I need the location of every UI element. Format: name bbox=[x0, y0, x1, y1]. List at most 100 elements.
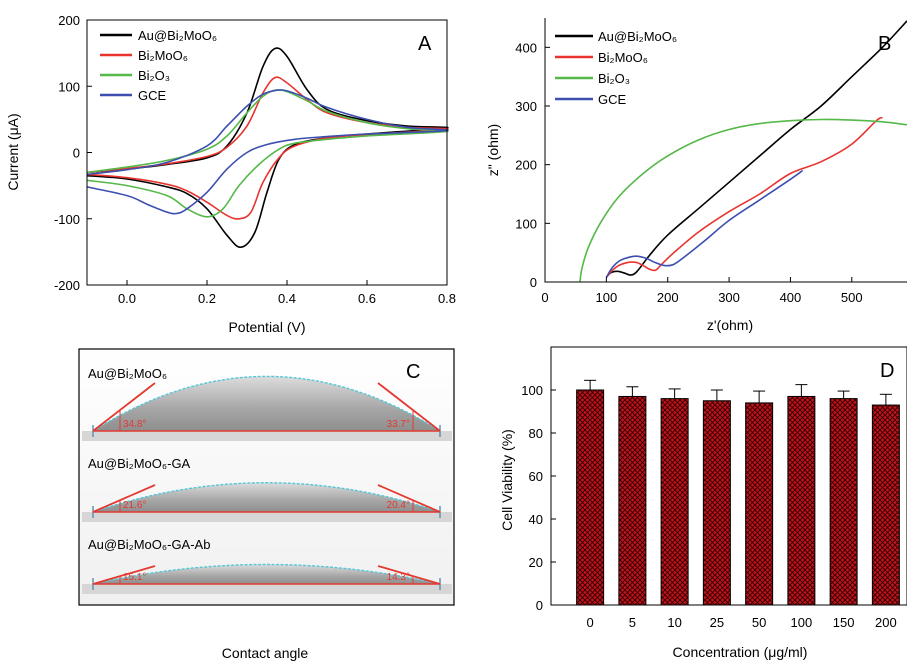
panel-d-y-tick-label: 60 bbox=[529, 469, 543, 484]
panel-a-y-label: Current (μA) bbox=[5, 113, 21, 190]
panel-b-series-gce bbox=[605, 169, 804, 278]
contact-angle-sample: Au@Bi₂MoO₆ 34.8° 33.7° bbox=[82, 366, 452, 441]
sample-label: Au@Bi₂MoO₆-GA bbox=[88, 456, 191, 471]
panel-a-cv-chart: 0.0 0.2 0.4 0.6 0.8 -200 -100 0 100 200 Au@Bi₂MoO… bbox=[5, 13, 456, 335]
bar-200 bbox=[871, 404, 900, 606]
right-angle-value: 14.3° bbox=[387, 572, 410, 583]
panel-b-y-tick-label: 300 bbox=[515, 99, 537, 114]
panel-a-letter: A bbox=[418, 33, 432, 55]
panel-b-letter: B bbox=[878, 33, 891, 55]
panel-b-ticks: 0 100 200 300 400 500 0 100 200 300 400 bbox=[515, 40, 862, 305]
panel-a-x-tick-label: 0.0 bbox=[118, 291, 136, 306]
panel-b-legend-label-bi-o: Bi₂O₃ bbox=[598, 71, 630, 86]
panel-b-y-tick-label: 200 bbox=[515, 158, 537, 173]
panel-d-letter: D bbox=[880, 360, 894, 382]
contact-angle-sample: Au@Bi₂MoO₆-GA 21.6° 20.4° bbox=[82, 456, 452, 522]
bar-50 bbox=[745, 402, 774, 606]
panel-a-y-tick-label: 0 bbox=[73, 146, 80, 161]
panel-b-eis-chart: 0 100 200 300 400 500 0 100 200 300 400 Au@Bi₂MoO₆… bbox=[485, 18, 907, 333]
panel-a-y-tick-label: -100 bbox=[54, 212, 80, 227]
panel-b-x-tick-label: 0 bbox=[541, 290, 548, 305]
droplet-contour bbox=[92, 375, 441, 432]
contact-angle-sample: Au@Bi₂MoO₆-GA-Ab 15.1° 14.3° bbox=[82, 537, 452, 594]
panel-b-y-tick-label: 100 bbox=[515, 216, 537, 231]
panel-d-y-label: Cell Viability (%) bbox=[499, 429, 515, 531]
bar-25 bbox=[702, 400, 731, 606]
panel-c-samples: Au@Bi₂MoO₆ 34.8° 33.7° Au@Bi₂MoO₆-GA 21.6° 20… bbox=[82, 366, 452, 594]
panel-b-series-bi-moo bbox=[605, 116, 883, 278]
sample-label: Au@Bi₂MoO₆ bbox=[88, 366, 167, 381]
left-angle-value: 15.1° bbox=[123, 572, 146, 583]
panel-a-x-tick-label: 0.6 bbox=[358, 291, 376, 306]
left-angle-value: 21.6° bbox=[123, 500, 146, 511]
panel-b-legend-label-bi-moo: Bi₂MoO₆ bbox=[598, 50, 648, 65]
panel-d-x-tick-label: 0 bbox=[587, 615, 594, 630]
panel-b-y-tick-label: 400 bbox=[515, 40, 537, 55]
panel-d-x-tick-label: 150 bbox=[833, 615, 855, 630]
panel-b-x-tick-label: 100 bbox=[596, 290, 618, 305]
panel-b-y-tick-label: 0 bbox=[530, 275, 537, 290]
panel-b-series-lines bbox=[579, 20, 907, 283]
panel-b-series-au-bi-moo bbox=[605, 20, 907, 278]
panel-b-y-label: z" (ohm) bbox=[485, 124, 501, 176]
panel-a-y-tick-label: 100 bbox=[58, 79, 80, 94]
panel-c-contact-angle: C Au@Bi₂MoO₆ 34.8° 33.7° Au@Bi₂MoO₆-GA 21.6°… bbox=[78, 348, 455, 661]
left-tangent bbox=[92, 484, 156, 513]
right-tangent bbox=[377, 484, 441, 513]
panel-d-x-tick-label: 10 bbox=[667, 615, 681, 630]
panel-b-x-tick-label: 400 bbox=[780, 290, 802, 305]
panel-b-legend-label-gce: GCE bbox=[598, 92, 627, 107]
right-tangent bbox=[377, 565, 441, 585]
panel-a-frame bbox=[86, 19, 448, 286]
panel-d-y-tick-label: 20 bbox=[529, 555, 543, 570]
panel-a-x-tick-label: 0.4 bbox=[278, 291, 296, 306]
panel-a-legend-label-bi-o: Bi₂O₃ bbox=[138, 68, 170, 83]
panel-a-y-tick-label: 200 bbox=[58, 13, 80, 28]
bar-100 bbox=[787, 395, 816, 606]
droplet-contour bbox=[92, 563, 441, 585]
bar-0 bbox=[576, 389, 605, 606]
panel-d-x-tick-label: 200 bbox=[875, 615, 897, 630]
sample-label: Au@Bi₂MoO₆-GA-Ab bbox=[88, 537, 210, 552]
panel-b-axes bbox=[544, 18, 907, 283]
substrate-band bbox=[82, 584, 452, 594]
left-tangent bbox=[92, 565, 156, 585]
panel-c-caption: Contact angle bbox=[222, 645, 309, 661]
panel-d-frame bbox=[550, 346, 907, 606]
panel-a-x-label: Potential (V) bbox=[228, 319, 305, 335]
droplet-contour bbox=[92, 482, 441, 513]
panel-a-legend-label-bi-moo: Bi₂MoO₆ bbox=[138, 48, 188, 63]
panel-b-x-label: z'(ohm) bbox=[707, 317, 753, 333]
panel-c-letter: C bbox=[406, 361, 420, 383]
panel-d-y-tick-label: 40 bbox=[529, 512, 543, 527]
panel-b-x-tick-label: 300 bbox=[718, 290, 740, 305]
panel-a-legend-label-au-bi-moo: Au@Bi₂MoO₆ bbox=[138, 28, 217, 43]
panel-d-x-tick-label: 100 bbox=[791, 615, 813, 630]
panel-d-viability-chart: 0 5 10 25 50 100 150 200 0 20 40 60 80 100 D Concentr… bbox=[499, 346, 907, 660]
panel-a-series-gce bbox=[86, 89, 449, 215]
panel-d-y-tick-label: 100 bbox=[521, 383, 543, 398]
panel-d-bars bbox=[576, 379, 900, 606]
panel-d-x-label: Concentration (μg/ml) bbox=[673, 644, 808, 660]
bar-5 bbox=[618, 395, 647, 606]
panel-a-x-tick-label: 0.8 bbox=[438, 291, 456, 306]
right-angle-value: 33.7° bbox=[387, 419, 410, 430]
substrate-band bbox=[82, 512, 452, 522]
panel-b-legend: Au@Bi₂MoO₆ Bi₂MoO₆ Bi₂O₃ GCE bbox=[555, 29, 677, 107]
panel-b-x-tick-label: 500 bbox=[841, 290, 863, 305]
panel-b-series-bi-o bbox=[579, 118, 907, 283]
panel-d-x-tick-label: 50 bbox=[752, 615, 766, 630]
right-tangent bbox=[377, 382, 441, 432]
panel-b-legend-label-au-bi-moo: Au@Bi₂MoO₆ bbox=[598, 29, 677, 44]
bar-150 bbox=[829, 398, 858, 606]
panel-d-y-tick-label: 80 bbox=[529, 426, 543, 441]
panel-d-x-tick-label: 5 bbox=[629, 615, 636, 630]
panel-d-x-tick-label: 25 bbox=[710, 615, 724, 630]
bar-10 bbox=[660, 398, 689, 606]
panel-a-legend-label-gce: GCE bbox=[138, 88, 167, 103]
panel-b-x-tick-label: 200 bbox=[657, 290, 679, 305]
panel-a-y-tick-label: -200 bbox=[54, 278, 80, 293]
left-angle-value: 34.8° bbox=[123, 419, 146, 430]
right-angle-value: 20.4° bbox=[387, 500, 410, 511]
